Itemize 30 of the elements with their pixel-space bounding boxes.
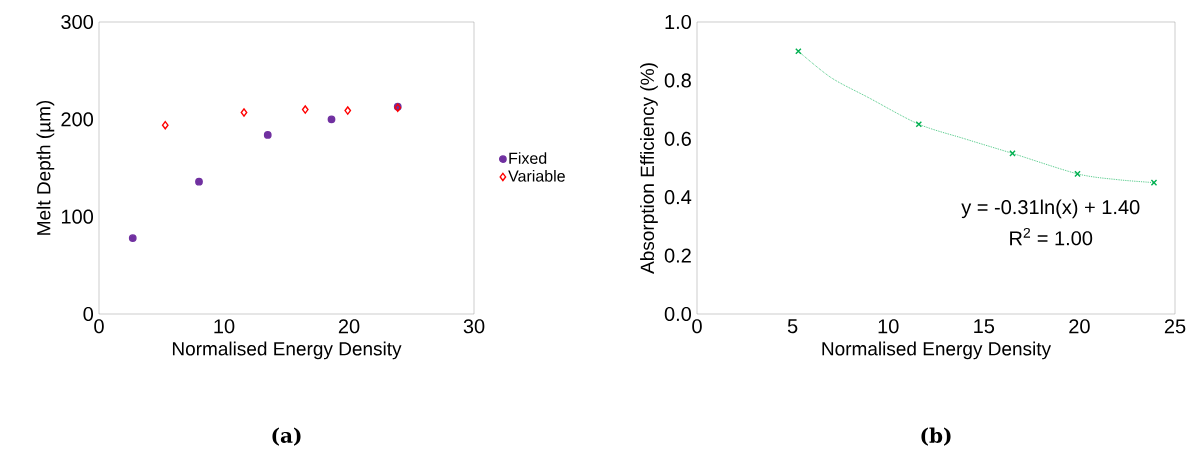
text: (b) <box>921 427 951 446</box>
annotation: y = -0.31ln(x) + 1.40 <box>961 199 1140 219</box>
y-tick-label: 1.0 <box>665 14 692 30</box>
y-tick-label: 300 <box>61 14 94 30</box>
x-tick-label: 15 <box>974 319 995 334</box>
y-tick-label: 100 <box>61 209 94 224</box>
y-tick-label: 200 <box>61 112 94 127</box>
legend-label: Variable <box>508 169 565 182</box>
annotation: R$^{2}$ = 1.00 <box>1010 227 1093 246</box>
x-tick-label: 5 <box>787 319 798 334</box>
legend-label: Fixed <box>509 152 547 164</box>
y-tick-label: 0.2 <box>664 248 691 263</box>
y-axis-title: Melt Depth (µm) <box>36 100 55 235</box>
text: (a) <box>272 427 301 446</box>
y-axis-title: Absorption Efficiency (%) <box>640 63 658 274</box>
x-tick-label: 20 <box>338 319 360 334</box>
y-tick-label: 0.8 <box>664 73 691 88</box>
x-tick-label: 10 <box>878 319 899 334</box>
x-tick-label: 30 <box>463 319 485 334</box>
y-tick-label: 0.6 <box>664 131 691 146</box>
x-tick-label: 0 <box>692 319 702 334</box>
x-tick-label: 25 <box>1164 319 1186 334</box>
x-tick-label: 0 <box>94 319 104 334</box>
y-tick-label: 0.4 <box>664 190 692 205</box>
x-tick-label: 10 <box>214 319 235 334</box>
x-axis-title: Normalised Energy Density <box>172 341 402 360</box>
x-tick-label: 20 <box>1069 319 1090 334</box>
y-tick-label: 0.0 <box>664 306 692 322</box>
x-axis-title: Normalised Energy Density <box>822 341 1052 360</box>
y-tick-label: 0 <box>83 306 94 322</box>
